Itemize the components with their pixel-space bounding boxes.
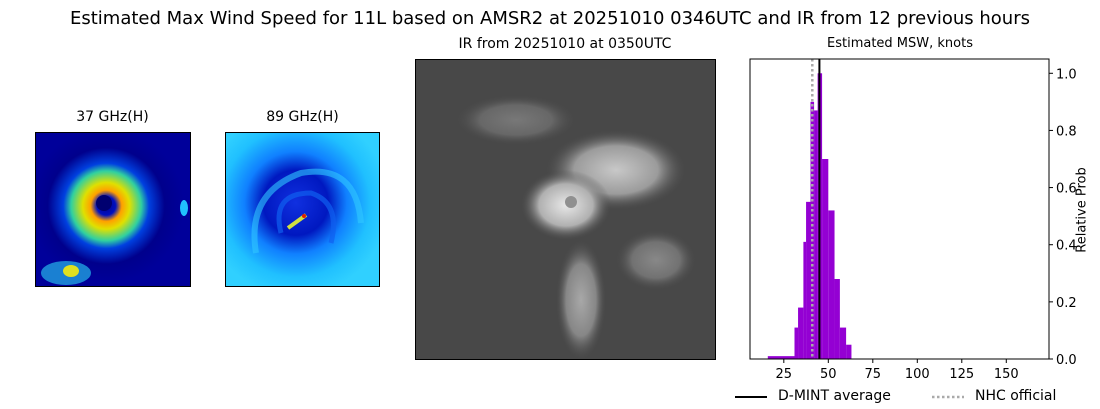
mw89-title: 89 GHz(H) bbox=[266, 109, 339, 125]
y-tick-label: 1.0 bbox=[1056, 67, 1077, 82]
y-axis-label: Relative Prob bbox=[1074, 167, 1090, 253]
x-tick-label: 25 bbox=[776, 367, 793, 382]
y-tick-label: 0.0 bbox=[1056, 353, 1077, 368]
histogram-bar bbox=[798, 307, 804, 359]
chart-title: Estimated MSW, knots bbox=[827, 36, 973, 51]
ir-image bbox=[415, 59, 716, 360]
histogram-bar bbox=[803, 241, 807, 359]
mw37-title: 37 GHz(H) bbox=[76, 109, 149, 125]
legend-dmint-swatch bbox=[735, 396, 767, 398]
histogram-bar bbox=[828, 210, 835, 359]
x-tick-label: 125 bbox=[949, 367, 974, 382]
plot-frame bbox=[749, 58, 1050, 360]
ir-title: IR from 20251010 at 0350UTC bbox=[458, 36, 672, 52]
x-tick-label: 100 bbox=[905, 367, 930, 382]
y-tick-label: 0.6 bbox=[1056, 182, 1077, 197]
histogram-bar bbox=[794, 327, 799, 359]
x-tick-label: 150 bbox=[994, 367, 1019, 382]
x-tick-label: 75 bbox=[865, 367, 882, 382]
x-tick-label: 50 bbox=[820, 367, 837, 382]
mw37-image bbox=[35, 132, 191, 287]
y-tick-label: 0.4 bbox=[1056, 239, 1077, 254]
figure-title: Estimated Max Wind Speed for 11L based o… bbox=[70, 8, 1030, 29]
histogram-bar bbox=[846, 344, 852, 359]
histogram-bar bbox=[834, 279, 840, 359]
histogram-bar bbox=[839, 327, 847, 359]
histogram-bar bbox=[822, 159, 829, 359]
histogram-bar bbox=[814, 110, 818, 359]
legend-nhc-swatch bbox=[932, 395, 964, 399]
y-tick-label: 0.8 bbox=[1056, 124, 1077, 139]
y-tick-label: 0.2 bbox=[1056, 296, 1077, 311]
mw89-image bbox=[225, 132, 380, 287]
histogram-bar bbox=[806, 201, 811, 359]
legend-dmint-label: D-MINT average bbox=[778, 388, 891, 404]
histogram-bar bbox=[767, 356, 795, 359]
legend-nhc-label: NHC official bbox=[975, 388, 1057, 404]
